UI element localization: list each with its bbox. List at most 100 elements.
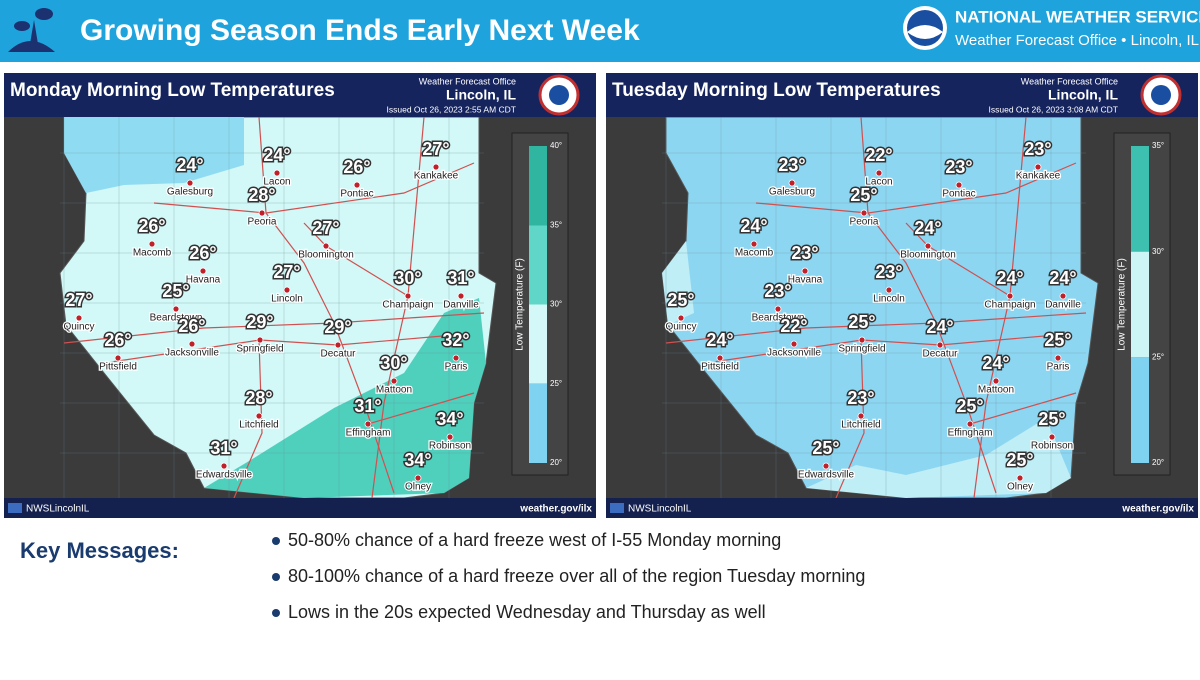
city-dot <box>273 169 281 177</box>
city-name: Peoria <box>248 217 277 228</box>
city-temperature: 31° <box>447 268 474 288</box>
city-name: Galesburg <box>167 187 213 198</box>
city-name: Lacon <box>865 177 892 188</box>
legend-tick: 35° <box>1152 141 1164 150</box>
legend-tick: 30° <box>550 300 562 309</box>
city-temperature: 24° <box>926 317 953 337</box>
city-temperature: 32° <box>442 330 469 350</box>
city-dot <box>936 341 944 349</box>
road <box>367 392 475 425</box>
city-dot <box>188 340 196 348</box>
city-temperature: 24° <box>1049 268 1076 288</box>
city-name: Effingham <box>948 428 993 439</box>
city-temperature: 25° <box>956 396 983 416</box>
agency-name: NATIONAL WEATHER SERVICE <box>955 7 1200 26</box>
road <box>705 334 1057 364</box>
city-temperature: 25° <box>848 312 875 332</box>
city-temperature: 25° <box>667 290 694 310</box>
city-dot <box>1048 433 1056 441</box>
map-panel: Monday Morning Low Temperatures Weather F… <box>4 73 596 518</box>
city-dot <box>790 340 798 348</box>
city-name: Macomb <box>133 248 172 259</box>
map-title-bar <box>606 73 1198 117</box>
city-dot <box>875 169 883 177</box>
city-temperature: 22° <box>780 316 807 336</box>
city-name: Peoria <box>850 217 879 228</box>
road <box>153 162 475 214</box>
city-temperature: 23° <box>1024 139 1051 159</box>
temperature-zone <box>662 241 694 325</box>
city-temperature: 26° <box>343 157 370 177</box>
issued-time: Issued Oct 26, 2023 3:08 AM CDT <box>989 104 1118 114</box>
city-temperature: 31° <box>354 396 381 416</box>
city-name: Paris <box>445 362 468 373</box>
city-dot <box>148 240 156 248</box>
city-name: Macomb <box>735 248 774 259</box>
website: weather.gov/ilx <box>1121 504 1194 515</box>
city-dot <box>114 354 122 362</box>
city-name: Kankakee <box>1016 171 1061 182</box>
road <box>860 116 997 494</box>
legend-band <box>529 383 547 463</box>
city-dot <box>457 292 465 300</box>
map-title: Tuesday Morning Low Temperatures <box>612 80 941 101</box>
legend-band <box>529 146 547 226</box>
city-dot <box>1034 163 1042 171</box>
city-dot <box>858 336 866 344</box>
legend-tick: 25° <box>1152 352 1164 361</box>
legend-band <box>529 304 547 384</box>
issued-time: Issued Oct 26, 2023 2:55 AM CDT <box>387 104 516 114</box>
city-name: Pittsfield <box>701 362 739 373</box>
city-temperature: 26° <box>138 216 165 236</box>
city-dot <box>885 286 893 294</box>
city-name: Quincy <box>63 322 94 333</box>
city-temperature: 23° <box>764 281 791 301</box>
city-temperature: 25° <box>162 281 189 301</box>
temperature-zone <box>64 117 244 193</box>
city-name: Mattoon <box>978 385 1014 396</box>
city-dot <box>1059 292 1067 300</box>
legend-band <box>1131 251 1149 358</box>
city-temperature: 24° <box>914 218 941 238</box>
city-temperature: 29° <box>246 312 273 332</box>
city-name: Robinson <box>429 441 471 452</box>
city-name: Edwardsville <box>798 470 855 481</box>
office-label: Weather Forecast Office <box>1021 76 1118 86</box>
city-name: Pontiac <box>942 189 975 200</box>
key-messages-heading: Key Messages: <box>20 538 179 563</box>
road <box>835 339 865 499</box>
city-temperature: 22° <box>865 145 892 165</box>
city-temperature: 26° <box>189 243 216 263</box>
social-icons <box>610 503 624 513</box>
road <box>258 116 395 494</box>
city-name: Beardstown <box>150 313 203 324</box>
city-name: Bloomington <box>298 250 354 261</box>
bullet <box>272 609 280 617</box>
city-name: Danville <box>1045 300 1081 311</box>
city-name: Mattoon <box>376 385 412 396</box>
city-dot <box>750 240 758 248</box>
city-dot <box>801 267 809 275</box>
city-temperature: 24° <box>996 268 1023 288</box>
legend-band <box>1131 357 1149 463</box>
city-temperature: 25° <box>1006 450 1033 470</box>
temperature-zone <box>806 418 1071 498</box>
city-temperature: 27° <box>65 290 92 310</box>
road <box>103 334 455 364</box>
city-name: Litchfield <box>841 420 880 431</box>
city-dot <box>446 433 454 441</box>
city-temperature: 23° <box>778 155 805 175</box>
city-temperature: 29° <box>324 317 351 337</box>
city-dot <box>924 242 932 250</box>
city-dot <box>452 354 460 362</box>
legend-title: Low Temperature (F) <box>1117 258 1128 351</box>
city-dot <box>774 305 782 313</box>
city-dot <box>1054 354 1062 362</box>
legend-tick: 30° <box>1152 247 1164 256</box>
header-bar <box>0 0 1200 62</box>
city-name: Danville <box>443 300 479 311</box>
map-footer <box>606 498 1198 518</box>
city-dot <box>404 292 412 300</box>
city-dot <box>1006 292 1014 300</box>
